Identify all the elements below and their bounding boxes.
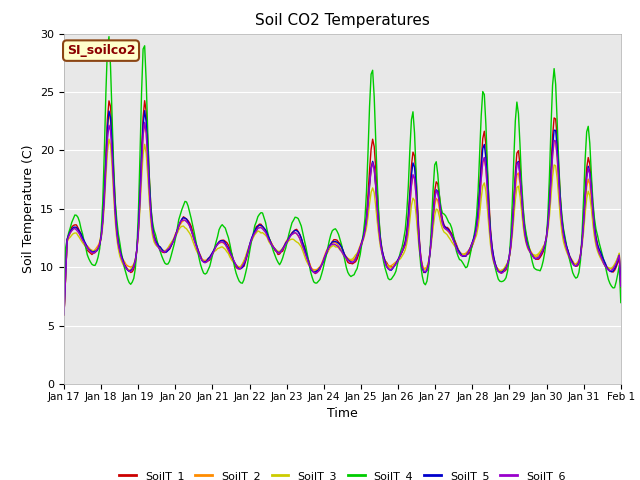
SoilT_1 [228, 250, 236, 256]
SoilT_1 [60, 312, 68, 318]
SoilT_6 [255, 225, 263, 231]
SoilT_4 [105, 34, 113, 39]
SoilT_3 [617, 281, 625, 287]
SoilT_1 [255, 221, 263, 227]
SoilT_3 [130, 262, 138, 268]
SoilT_6 [588, 188, 595, 194]
SoilT_3 [105, 136, 113, 142]
SoilT_4 [617, 300, 625, 305]
SoilT_6 [228, 253, 236, 259]
SoilT_1 [141, 98, 148, 104]
SoilT_5 [305, 261, 313, 266]
Line: SoilT_2: SoilT_2 [64, 114, 621, 314]
SoilT_4 [588, 171, 595, 177]
SoilT_2 [588, 197, 595, 203]
SoilT_3 [588, 206, 595, 212]
SoilT_4 [130, 276, 138, 281]
SoilT_5 [246, 240, 254, 246]
Line: SoilT_1: SoilT_1 [64, 101, 621, 315]
SoilT_4 [255, 212, 263, 217]
SoilT_3 [228, 257, 236, 263]
Line: SoilT_4: SoilT_4 [64, 36, 621, 302]
SoilT_6 [141, 120, 148, 125]
SoilT_1 [617, 285, 625, 290]
SoilT_5 [588, 186, 595, 192]
SoilT_6 [246, 241, 254, 247]
SoilT_2 [105, 111, 113, 117]
SoilT_3 [305, 263, 313, 269]
Line: SoilT_6: SoilT_6 [64, 122, 621, 315]
Line: SoilT_3: SoilT_3 [64, 139, 621, 314]
SoilT_4 [246, 246, 254, 252]
SoilT_6 [129, 267, 136, 273]
SoilT_2 [130, 261, 138, 267]
SoilT_3 [60, 312, 68, 317]
Text: SI_soilco2: SI_soilco2 [67, 44, 135, 57]
SoilT_3 [255, 228, 263, 234]
Y-axis label: Soil Temperature (C): Soil Temperature (C) [22, 144, 35, 273]
SoilT_2 [246, 240, 254, 246]
SoilT_1 [305, 259, 313, 264]
SoilT_2 [305, 260, 313, 265]
SoilT_4 [305, 261, 313, 267]
SoilT_4 [60, 293, 68, 299]
SoilT_2 [228, 255, 236, 261]
SoilT_4 [228, 250, 236, 255]
Title: Soil CO2 Temperatures: Soil CO2 Temperatures [255, 13, 430, 28]
SoilT_1 [129, 269, 136, 275]
SoilT_2 [255, 225, 263, 230]
SoilT_5 [129, 266, 136, 272]
SoilT_5 [60, 311, 68, 317]
SoilT_2 [617, 281, 625, 287]
SoilT_6 [60, 312, 68, 318]
Line: SoilT_5: SoilT_5 [64, 111, 621, 314]
SoilT_3 [246, 241, 254, 247]
SoilT_6 [305, 261, 313, 267]
SoilT_5 [141, 108, 148, 114]
SoilT_1 [588, 180, 595, 185]
SoilT_5 [228, 253, 236, 259]
SoilT_5 [255, 222, 263, 228]
X-axis label: Time: Time [327, 407, 358, 420]
SoilT_6 [617, 283, 625, 289]
Legend: SoilT_1, SoilT_2, SoilT_3, SoilT_4, SoilT_5, SoilT_6: SoilT_1, SoilT_2, SoilT_3, SoilT_4, Soil… [115, 467, 570, 480]
SoilT_2 [60, 312, 68, 317]
SoilT_5 [617, 283, 625, 288]
SoilT_1 [246, 241, 254, 247]
